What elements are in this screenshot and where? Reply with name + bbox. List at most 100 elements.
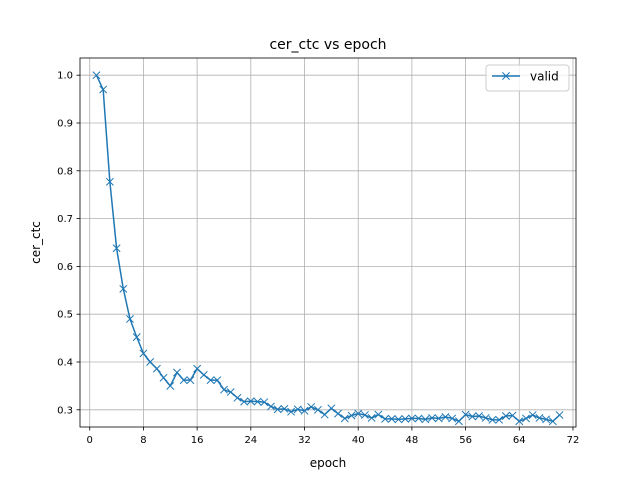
data-point — [548, 417, 557, 426]
data-point — [139, 349, 148, 358]
data-point — [206, 376, 215, 385]
legend-label-valid: valid — [530, 70, 559, 84]
data-point — [535, 413, 544, 422]
data-point — [434, 414, 443, 423]
data-point — [112, 244, 121, 253]
data-point — [508, 411, 517, 420]
data-point — [441, 413, 450, 421]
y-tick-label: 1.0 — [57, 71, 73, 82]
y-tick-label: 0.4 — [57, 357, 73, 368]
x-tick-label: 48 — [406, 435, 419, 446]
x-tick-label: 56 — [459, 435, 472, 446]
x-tick-label: 72 — [567, 435, 580, 446]
chart-title: cer_ctc vs epoch — [269, 37, 386, 53]
data-point — [461, 410, 470, 419]
legend: valid — [485, 64, 570, 92]
data-point — [495, 415, 504, 424]
data-point — [374, 410, 383, 419]
data-point — [522, 414, 530, 423]
data-point — [454, 417, 463, 426]
data-point — [132, 333, 141, 342]
data-point — [166, 381, 175, 390]
data-point — [481, 413, 490, 422]
x-axis-label: epoch — [310, 456, 347, 470]
data-point — [199, 370, 208, 379]
data-point — [193, 364, 202, 373]
data-point — [105, 177, 114, 186]
data-point — [253, 397, 262, 406]
data-point — [360, 411, 369, 420]
plot-frame — [79, 57, 577, 428]
data-point — [347, 411, 356, 420]
data-point — [428, 413, 436, 422]
data-point — [240, 397, 249, 406]
data-point — [159, 373, 168, 382]
x-tick-label: 40 — [352, 435, 365, 446]
data-point — [340, 414, 349, 423]
data-point — [146, 358, 155, 366]
data-point — [126, 315, 134, 323]
y-tick-label: 0.8 — [57, 166, 73, 177]
data-point — [367, 413, 376, 422]
data-point — [327, 404, 336, 413]
x-axis-ticks: 0 8 16 24 32 40 48 56 64 72 — [87, 427, 580, 446]
data-point — [246, 397, 255, 406]
x-tick-label: 32 — [298, 435, 311, 446]
data-point — [387, 414, 396, 423]
data-point — [407, 414, 416, 423]
data-point — [233, 393, 242, 402]
y-tick-label: 0.5 — [57, 310, 73, 321]
y-tick-label: 0.7 — [57, 214, 73, 225]
x-tick-label: 0 — [87, 435, 93, 446]
data-point — [300, 406, 309, 415]
data-point — [488, 415, 497, 424]
data-point — [226, 388, 235, 397]
y-tick-label: 0.9 — [57, 119, 73, 130]
legend-x-marker — [502, 72, 510, 80]
data-point — [186, 376, 195, 385]
data-point — [266, 402, 275, 411]
data-point — [414, 414, 423, 423]
data-point — [528, 411, 537, 420]
data-point — [320, 410, 329, 419]
data-point — [99, 85, 108, 94]
x-tick-label: 16 — [191, 435, 204, 446]
data-point — [307, 402, 316, 411]
data-point — [475, 412, 483, 420]
data-point — [179, 376, 188, 385]
data-point — [515, 417, 524, 426]
data-point — [394, 415, 403, 424]
y-axis-ticks: 0.3 0.4 0.5 0.6 0.7 0.8 0.9 1.0 — [57, 71, 80, 416]
y-axis-label: cer_ctc — [29, 221, 43, 264]
data-point — [421, 415, 430, 424]
series-layer — [92, 71, 564, 426]
grid-lines — [80, 58, 576, 427]
data-point — [542, 415, 551, 424]
data-point — [468, 412, 477, 421]
data-point — [334, 409, 343, 418]
data-point — [152, 364, 161, 373]
data-point — [280, 404, 289, 413]
data-point — [381, 414, 390, 423]
x-tick-label: 64 — [513, 435, 526, 446]
data-point — [273, 405, 282, 414]
data-point — [173, 368, 181, 377]
x-tick-label: 24 — [244, 435, 257, 446]
data-point — [213, 376, 222, 385]
y-tick-label: 0.6 — [57, 262, 73, 273]
y-tick-label: 0.3 — [57, 405, 73, 416]
data-point — [313, 405, 322, 414]
data-point — [501, 412, 510, 420]
data-point — [287, 407, 296, 416]
data-point — [260, 398, 269, 407]
data-point — [354, 409, 363, 418]
data-point — [401, 414, 410, 423]
data-point — [448, 414, 457, 423]
data-point — [220, 385, 228, 394]
x-tick-label: 8 — [140, 435, 146, 446]
data-point — [119, 284, 128, 293]
data-point — [92, 71, 101, 80]
legend-marker-valid — [502, 72, 510, 80]
legend-box — [485, 64, 570, 92]
